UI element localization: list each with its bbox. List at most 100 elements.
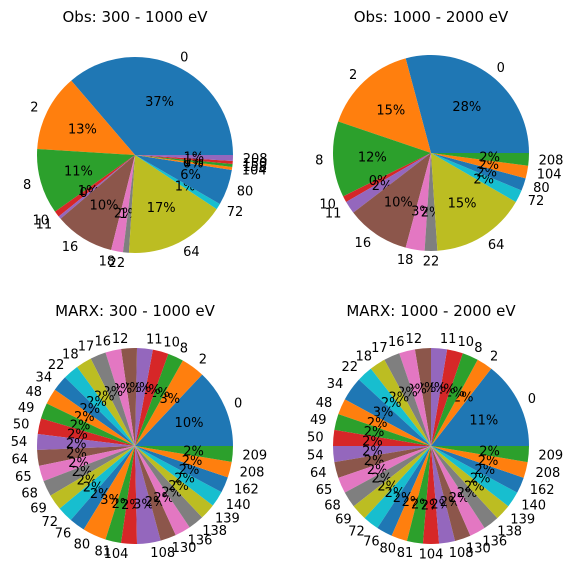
slice-label: 22: [423, 254, 440, 269]
slice-label: 8: [474, 341, 482, 356]
pie-slice-69: [353, 446, 431, 519]
pie-slice-65: [39, 446, 135, 482]
slice-label: 2: [349, 68, 357, 83]
pie-slice-8: [333, 121, 431, 197]
slice-percent-label: 3%: [100, 493, 121, 508]
slice-label: 17: [78, 340, 95, 355]
pie-slice-16: [60, 155, 135, 251]
slice-label: 162: [530, 483, 555, 498]
slice-label: 64: [183, 245, 200, 260]
slice-label: 104: [242, 163, 267, 178]
slice-label: 140: [521, 499, 546, 514]
pie-obs-1000-2000: Obs: 1000 - 2000 eV 028%215%8 12%100%112%…: [315, 8, 563, 269]
slice-label: 208: [240, 466, 265, 481]
slice-label: 80: [379, 542, 396, 557]
pie-slice-158: [135, 155, 233, 168]
pie-slice-49: [40, 403, 135, 446]
pie-slice-104: [422, 446, 440, 545]
slice-percent-label: 2%: [179, 463, 200, 478]
pie-slice-50: [37, 418, 136, 446]
slice-label: 72: [528, 194, 545, 209]
pie-slice-64: [334, 446, 431, 478]
pie-slice-10: [343, 153, 431, 202]
pie-slice-50: [333, 429, 431, 446]
slice-label: 69: [30, 501, 47, 516]
pie-slice-12: [414, 348, 431, 446]
slice-label: 2: [490, 349, 498, 364]
pie-slice-2: [37, 80, 135, 155]
pie-slice-49: [334, 414, 431, 446]
chart-title: MARX: 1000 - 2000 eV: [346, 302, 516, 320]
pie-slice-80: [83, 446, 135, 540]
slice-label: 69: [335, 513, 352, 528]
slice-label: 22: [48, 358, 65, 373]
pie-slice-81: [406, 446, 431, 544]
pie-slice-69: [50, 446, 135, 509]
pie-slice-10: [431, 349, 463, 446]
pie-slice-139: [431, 446, 509, 519]
slice-label: 11: [440, 332, 457, 347]
slice-label: 162: [234, 482, 259, 497]
slice-label: 104: [419, 547, 444, 562]
slice-label: 208: [539, 154, 564, 169]
slice-label: 68: [324, 499, 341, 514]
slice-percent-label: 2%: [479, 150, 500, 165]
pie-slice-8: [431, 353, 478, 446]
pie-slice-138: [135, 446, 203, 528]
slice-label: 130: [466, 542, 491, 557]
pie-slice-68: [43, 446, 135, 496]
slice-percent-label: 2%: [478, 158, 499, 173]
pie-slice-2: [431, 359, 492, 446]
slice-percent-label: 15%: [376, 104, 405, 119]
pie-slice-0: [405, 55, 529, 154]
pie-slice-8: [135, 353, 183, 446]
slice-label: 81: [397, 546, 414, 561]
slice-percent-label: 6%: [180, 168, 201, 183]
pie-slice-34: [54, 377, 135, 446]
pie-slice-0: [431, 368, 529, 446]
slice-label: 16: [94, 334, 111, 349]
slice-label: 139: [510, 513, 535, 528]
slice-label: 104: [104, 547, 129, 562]
pie-slice-11: [58, 155, 135, 219]
slice-percent-label: 17%: [147, 201, 176, 216]
slice-label: 108: [150, 546, 175, 561]
slice-label: 138: [497, 525, 522, 540]
pie-slice-11: [431, 348, 448, 446]
slice-label: 104: [537, 168, 562, 183]
slice-label: 208: [243, 152, 268, 167]
pie-slice-18: [111, 155, 135, 253]
pie-slice-64: [431, 153, 516, 251]
slice-label: 12: [406, 332, 423, 347]
pie-slice-81: [105, 446, 135, 543]
slice-label: 16: [388, 335, 405, 350]
pie-slice-0: [135, 374, 233, 446]
pie-slice-22: [358, 368, 431, 446]
pie-slice-208: [135, 155, 233, 162]
slice-label: 136: [188, 534, 213, 549]
slice-label: 64: [11, 453, 28, 468]
slice-label: 81: [94, 545, 111, 560]
pie-slice-80: [391, 446, 431, 541]
pie-slice-10: [55, 155, 136, 217]
slice-label: 158: [242, 160, 267, 175]
slice-label: 140: [226, 498, 251, 513]
slice-label: 72: [227, 205, 244, 220]
pie-slice-76: [377, 446, 431, 536]
slice-percent-label: 2%: [183, 444, 204, 459]
pie-slice-139: [135, 446, 213, 518]
slice-percent-label: 10%: [90, 199, 119, 214]
slice-percent-label: 12%: [358, 150, 387, 165]
pie-marx-300-1000: MARX: 300 - 1000 eV 0 10% 2 3% 8 2% 10 2% 11 2% 12…: [11, 302, 267, 562]
pie-slice-140: [431, 446, 518, 507]
slice-label: 80: [74, 538, 91, 553]
slice-label: 22: [341, 360, 358, 375]
pie-slice-2: [338, 58, 431, 154]
pie-slice-208: [135, 446, 232, 478]
slice-label: 72: [348, 525, 365, 540]
slice-label: 80: [533, 181, 550, 196]
slice-label: 139: [215, 512, 240, 527]
slice-label: 10: [458, 335, 475, 350]
slice-percent-label: 1%: [183, 150, 204, 165]
slice-label: 50: [307, 431, 324, 446]
